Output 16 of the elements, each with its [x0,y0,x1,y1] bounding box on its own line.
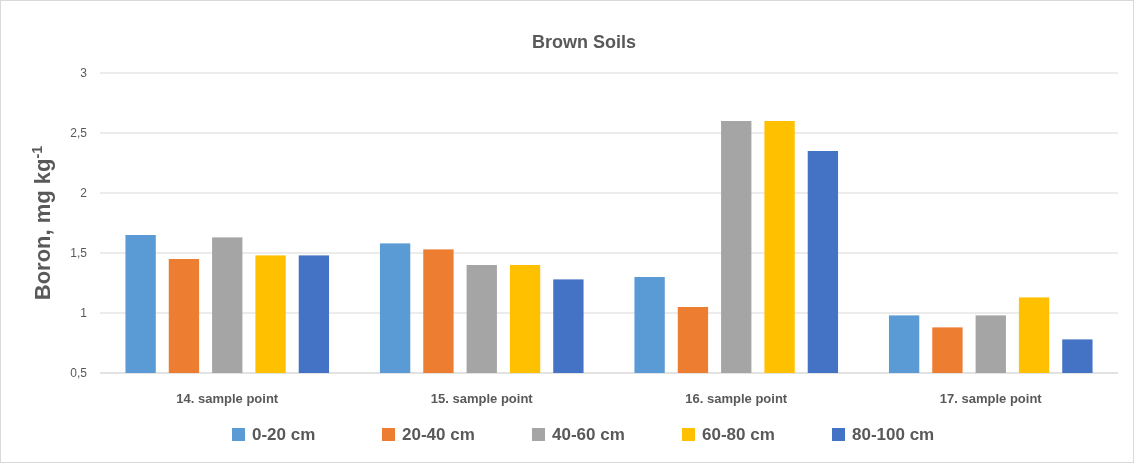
legend-label: 0-20 cm [252,425,316,444]
y-tick-label: 2 [80,186,88,200]
y-tick-label: 1 [80,306,88,320]
x-tick-label: 15. sample point [430,391,534,406]
chart-title: Brown Soils [531,32,637,52]
y-tick-label: 0,5 [70,366,88,380]
x-tick-label: 14. sample point [176,391,279,406]
legend-label: 80-100 cm [852,425,935,444]
y-tick-label: 3 [80,66,88,80]
legend-label: 40-60 cm [552,425,625,444]
y-tick-label: 2,5 [70,126,88,140]
legend-label: 20-40 cm [402,425,475,444]
y-tick-label: 1,5 [70,246,88,260]
x-tick-label: 17. sample point [939,391,1043,406]
legend-label: 60-80 cm [702,425,775,444]
x-tick-label: 16. sample point [685,391,788,406]
